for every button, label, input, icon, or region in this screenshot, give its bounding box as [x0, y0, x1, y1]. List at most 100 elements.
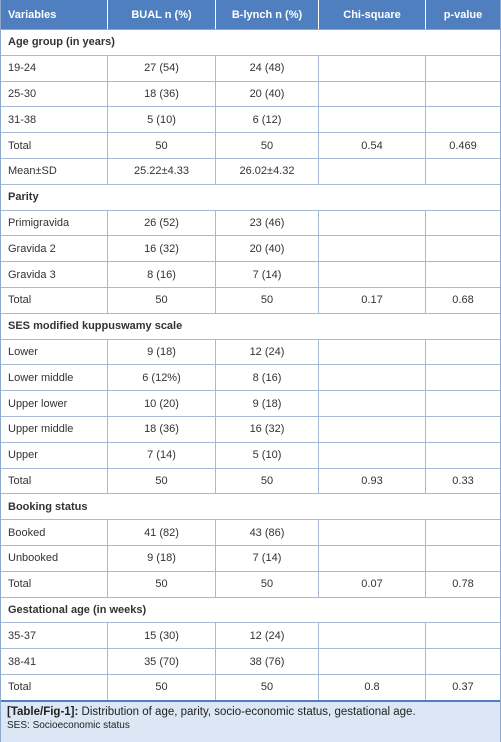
table-cell	[319, 81, 426, 107]
table-cell	[426, 82, 500, 107]
table-cell: 50	[216, 287, 319, 313]
data-row: Gravida 2 16 (32) 20 (40)	[1, 236, 500, 263]
row-label: Total	[1, 571, 108, 597]
table-cell: 0.93	[319, 468, 426, 494]
row-label: 19-24	[1, 55, 108, 81]
caption: [Table/Fig-1]: Distribution of age, pari…	[1, 700, 500, 742]
section-title: Gestational age (in weeks)	[8, 603, 147, 616]
header-cell: B-lynch n (%)	[216, 0, 319, 29]
row-label: Mean±SD	[1, 158, 108, 184]
row-label: Booked	[1, 520, 108, 545]
table-cell: 8 (16)	[216, 365, 319, 391]
data-row: Mean±SD 25.22±4.33 26.02±4.32	[1, 158, 500, 185]
row-label: 35-37	[1, 623, 108, 649]
table-cell	[319, 107, 426, 133]
table-cell	[319, 545, 426, 571]
table-cell: 0.469	[449, 139, 477, 152]
data-row: 19-24 27 (54) 24 (48)	[1, 55, 500, 82]
table-cell: 26 (52)	[108, 210, 216, 236]
data-row: Lower middle 6 (12%) 8 (16)	[1, 365, 500, 392]
section-title: Parity	[8, 191, 39, 204]
header-cell: BUAL n (%)	[108, 0, 216, 29]
table-cell	[426, 236, 500, 261]
table-cell: 15 (30)	[108, 623, 216, 649]
table-cell	[319, 158, 426, 184]
row-label: Upper	[1, 442, 108, 468]
table-cell	[426, 520, 500, 545]
data-row: Unbooked 9 (18) 7 (14)	[1, 545, 500, 572]
data-row: Upper middle 18 (36) 16 (32)	[1, 416, 500, 443]
header-row: Variables BUAL n (%) B-lynch n (%) Chi-squa…	[1, 0, 500, 30]
row-label: Total	[1, 468, 108, 494]
table-cell: 16 (32)	[216, 416, 319, 442]
table-cell	[319, 262, 426, 287]
table-cell: 0.07	[319, 571, 426, 597]
table-cell	[426, 546, 500, 571]
section-row: SES modified kuppuswamy scale	[1, 314, 500, 340]
table-cell	[426, 391, 500, 416]
table-cell: 50	[108, 571, 216, 597]
table-cell	[319, 416, 426, 442]
data-row: Upper 7 (14) 5 (10)	[1, 442, 500, 469]
table-cell: 6 (12)	[216, 107, 319, 133]
table-cell: 0.54	[319, 133, 426, 158]
table-cell	[426, 107, 500, 132]
table-cell: 5 (10)	[108, 107, 216, 133]
table-cell: 9 (18)	[108, 545, 216, 571]
caption-note: SES: Socioeconomic status	[7, 720, 130, 731]
table-cell: 12 (24)	[216, 623, 319, 649]
row-label: Total	[1, 674, 108, 700]
table-cell: 8 (16)	[108, 262, 216, 287]
row-label: Lower middle	[1, 365, 108, 391]
table-cell	[426, 365, 500, 390]
header-cell: Variables	[1, 0, 108, 29]
table-cell: 25.22±4.33	[108, 158, 216, 184]
data-row: Primigravida 26 (52) 23 (46)	[1, 210, 500, 237]
table-cell: 0.17	[319, 287, 426, 313]
table-cell: 0.37	[452, 681, 474, 694]
data-row: Total 50 50 0.07 0.78	[1, 571, 500, 598]
table-cell: 50	[216, 468, 319, 494]
table-cell	[319, 210, 426, 236]
table-cell	[426, 159, 500, 184]
table-cell: 50	[108, 133, 216, 158]
table-cell: 38 (76)	[216, 649, 319, 674]
table-cell: 20 (40)	[216, 81, 319, 107]
table-body: Variables BUAL n (%) B-lynch n (%) Chi-squa…	[1, 0, 500, 701]
data-row: 35-37 15 (30) 12 (24)	[1, 623, 500, 650]
data-row: Total 50 50 0.17 0.68	[1, 287, 500, 314]
table-cell	[426, 417, 500, 442]
table-cell: 50	[216, 133, 319, 158]
row-label: Gravida 3	[1, 262, 108, 287]
table-cell: 0.8	[319, 674, 426, 700]
row-label: Total	[1, 133, 108, 158]
table-cell	[319, 623, 426, 649]
table-cell	[426, 211, 500, 236]
table-cell: 7 (14)	[108, 442, 216, 468]
table-cell: 0.78	[452, 578, 474, 591]
table-cell: 50	[108, 674, 216, 700]
table-cell	[426, 340, 500, 365]
section-row: Age group (in years)	[1, 30, 500, 56]
table-cell: 10 (20)	[108, 391, 216, 416]
caption-label: [Table/Fig-1]:	[7, 706, 79, 718]
table-cell: 18 (36)	[108, 416, 216, 442]
table-cell: 12 (24)	[216, 339, 319, 365]
table-cell: 24 (48)	[216, 55, 319, 81]
table-cell: 9 (18)	[108, 339, 216, 365]
table-cell: 0.33	[452, 474, 474, 487]
table-cell	[319, 520, 426, 545]
section-row: Booking status	[1, 494, 500, 521]
section-title: Booking status	[8, 500, 88, 513]
table-cell	[426, 262, 500, 287]
caption-text: Distribution of age, parity, socio-econo…	[81, 706, 416, 718]
section-title: Age group (in years)	[8, 36, 115, 49]
row-label: Upper middle	[1, 416, 108, 442]
table-cell: 50	[216, 571, 319, 597]
row-label: Primigravida	[1, 210, 108, 236]
row-label: Lower	[1, 339, 108, 365]
table-cell: 0.68	[452, 294, 474, 307]
row-label: 38-41	[1, 649, 108, 674]
row-label: Total	[1, 287, 108, 313]
